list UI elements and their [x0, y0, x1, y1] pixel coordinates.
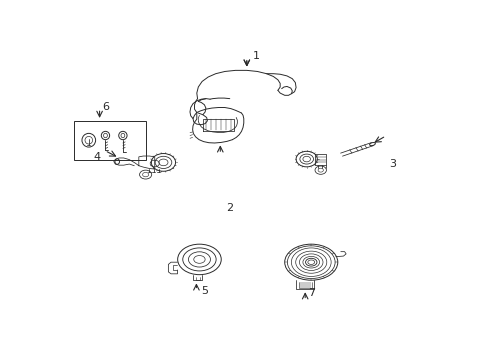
Text: 1: 1: [252, 51, 259, 61]
Text: 4: 4: [93, 152, 101, 162]
Bar: [74, 121, 146, 159]
Text: 7: 7: [307, 288, 314, 298]
Text: 2: 2: [226, 203, 233, 213]
Text: 5: 5: [201, 286, 207, 296]
Text: 6: 6: [102, 102, 109, 112]
Text: 3: 3: [388, 159, 395, 169]
